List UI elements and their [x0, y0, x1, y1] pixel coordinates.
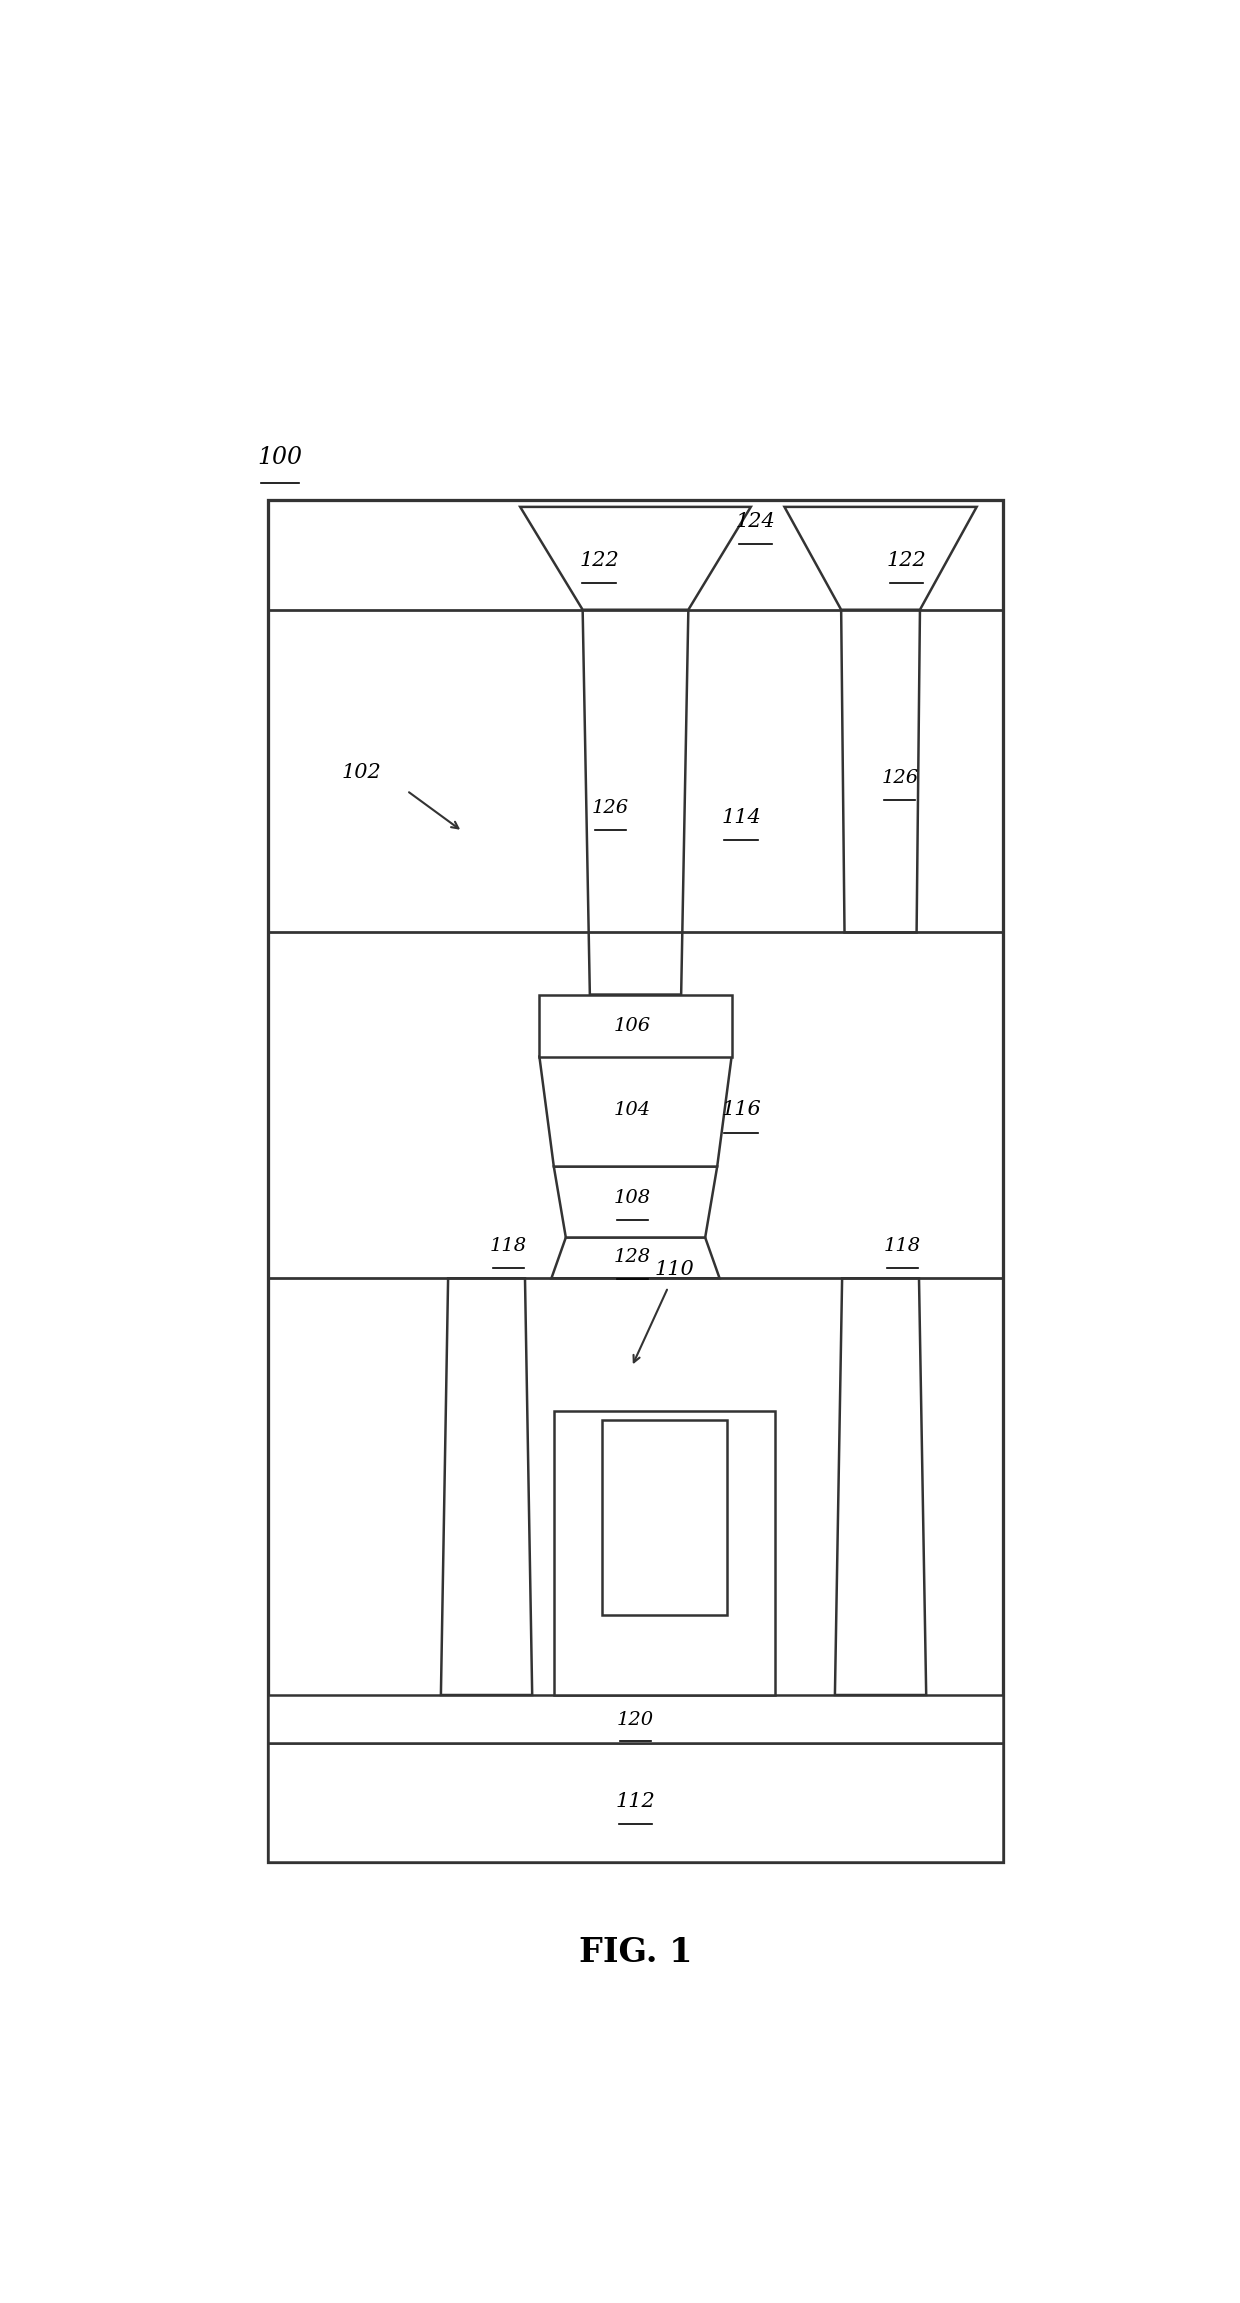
- Polygon shape: [835, 1278, 926, 1695]
- Text: 126: 126: [591, 799, 629, 818]
- Bar: [268, 500, 1003, 1861]
- Text: 122: 122: [579, 550, 619, 569]
- Text: 108: 108: [614, 1188, 651, 1207]
- Polygon shape: [521, 507, 751, 610]
- Text: 128: 128: [614, 1248, 651, 1267]
- Text: 110: 110: [653, 1260, 694, 1278]
- Text: FIG. 1: FIG. 1: [579, 1935, 692, 1969]
- Text: 112: 112: [615, 1792, 656, 1810]
- Bar: [554, 1412, 775, 1695]
- Polygon shape: [841, 610, 920, 933]
- Text: 124: 124: [735, 511, 775, 530]
- Polygon shape: [785, 507, 977, 610]
- Polygon shape: [539, 1057, 732, 1168]
- Text: 106: 106: [614, 1018, 651, 1036]
- Text: 118: 118: [490, 1237, 527, 1255]
- Text: 102: 102: [342, 762, 382, 783]
- Polygon shape: [539, 995, 732, 1057]
- Text: 116: 116: [722, 1101, 761, 1119]
- Polygon shape: [583, 610, 688, 995]
- Bar: [601, 1421, 727, 1614]
- Polygon shape: [441, 1278, 532, 1695]
- Bar: [268, 1743, 1003, 1861]
- Bar: [268, 1695, 1003, 1743]
- Text: 118: 118: [884, 1237, 921, 1255]
- Text: 120: 120: [618, 1711, 653, 1730]
- Text: 100: 100: [258, 447, 303, 470]
- Polygon shape: [552, 1237, 719, 1278]
- Text: 122: 122: [887, 550, 926, 569]
- Polygon shape: [554, 1168, 717, 1237]
- Text: 126: 126: [882, 769, 919, 788]
- Text: 104: 104: [614, 1101, 651, 1119]
- Text: 114: 114: [722, 808, 761, 827]
